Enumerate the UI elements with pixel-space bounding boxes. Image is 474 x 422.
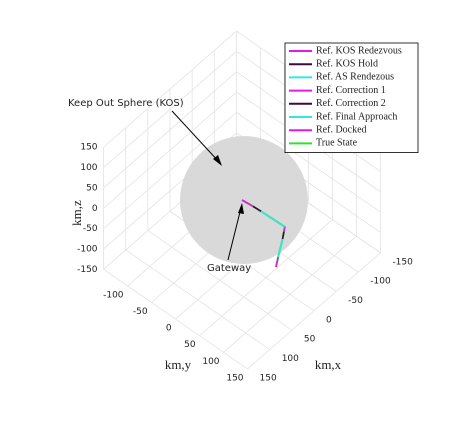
- annotation-arrow: [171, 110, 221, 164]
- legend: Ref. KOS Redezvous Ref. KOS Hold Ref. AS R…: [284, 42, 419, 153]
- annotation: Keep Out Sphere (KOS): [68, 98, 184, 109]
- y-axis-label: km,y: [165, 357, 192, 372]
- y-tick-label: 100: [202, 357, 219, 367]
- x-tick-label: 0: [326, 315, 332, 325]
- y-tick-label: -50: [133, 307, 148, 317]
- trajectory: [283, 226, 286, 232]
- trajectory: [252, 205, 262, 212]
- grid-line: [223, 235, 357, 353]
- y-tick-label: 50: [184, 340, 196, 350]
- legend-label: Ref. AS Rendezous: [316, 72, 394, 83]
- x-tick-label: -100: [370, 277, 391, 287]
- legend-label: Ref. KOS Redezvous: [316, 45, 402, 56]
- arrow-head: [213, 155, 222, 166]
- legend-label: True State: [316, 138, 358, 149]
- z-tick-label: 0: [92, 204, 98, 214]
- trajectory: [275, 256, 279, 268]
- z-axis-label: km,z: [69, 200, 84, 226]
- z-tick-label: -50: [83, 224, 98, 234]
- legend-label: Ref. Docked: [316, 124, 367, 135]
- z-tick-label: -150: [77, 265, 98, 275]
- legend-label: Ref. Final Approach: [316, 111, 397, 122]
- y-tick-label: -100: [103, 290, 124, 300]
- x-tick-label: -50: [348, 296, 363, 306]
- grid-line: [103, 71, 237, 189]
- x-tick-label: 50: [304, 335, 316, 345]
- trajectory: [260, 210, 286, 228]
- arrow-head: [238, 203, 244, 214]
- grid-line: [103, 112, 237, 229]
- y-tick-label: 150: [226, 373, 243, 383]
- legend-label: Ref. KOS Hold: [316, 58, 378, 69]
- annotation-arrow: [227, 207, 242, 261]
- grid-line: [247, 252, 381, 370]
- grid-line: [236, 112, 381, 213]
- x-axis-label: km,x: [315, 357, 342, 372]
- grid-line: [103, 91, 237, 209]
- z-tick-label: -100: [77, 244, 98, 254]
- x-tick-label: -150: [392, 257, 413, 267]
- z-tick-label: 100: [80, 163, 97, 173]
- grid-line: [103, 51, 237, 168]
- z-tick-label: 50: [86, 183, 98, 193]
- x-tick-label: 150: [260, 373, 277, 383]
- legend-label: Ref. Correction 1: [316, 85, 386, 96]
- legend-label: Ref. Correction 2: [316, 98, 386, 109]
- legend-box: [284, 42, 419, 153]
- grid-line: [103, 30, 237, 148]
- trajectory: [281, 231, 285, 240]
- trajectory: [241, 199, 254, 207]
- z-tick-label: 150: [80, 143, 97, 153]
- trajectories: [241, 199, 286, 268]
- trajectory: [277, 238, 284, 258]
- annotation: Gateway: [207, 263, 251, 274]
- grid-line: [199, 219, 333, 337]
- x-tick-label: 100: [282, 354, 299, 364]
- y-tick-label: 0: [166, 324, 172, 334]
